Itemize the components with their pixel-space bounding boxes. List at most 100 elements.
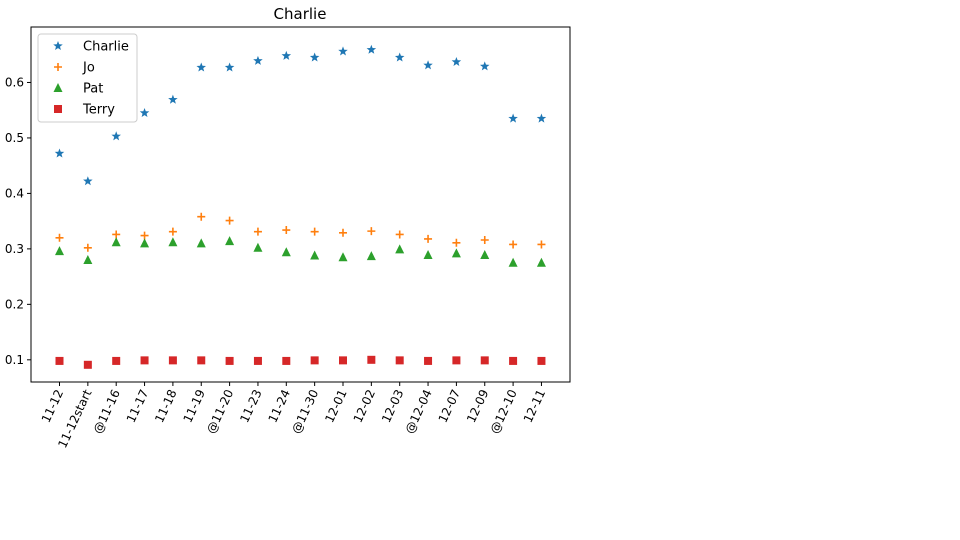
data-point: [424, 356, 433, 365]
data-point: [480, 236, 489, 244]
series-pat: [55, 236, 546, 267]
data-point: [83, 360, 92, 369]
data-point: [537, 356, 546, 365]
data-point: [338, 252, 348, 262]
data-point: [452, 356, 461, 365]
data-point: [480, 356, 489, 365]
x-tick-label: 11-24: [266, 387, 293, 425]
legend-marker: [53, 41, 63, 51]
data-point: [253, 356, 262, 365]
data-point: [253, 242, 263, 252]
data-point: [225, 236, 235, 246]
chart-title: Charlie: [274, 5, 327, 23]
data-point: [196, 62, 207, 72]
legend-label: Pat: [83, 82, 103, 97]
x-tick-label: @12-10: [487, 387, 519, 435]
data-point: [83, 176, 93, 186]
data-point: [253, 227, 262, 236]
data-point: [111, 131, 121, 141]
legend-marker: [54, 63, 62, 71]
series-jo: [55, 212, 546, 252]
data-points: [54, 44, 547, 369]
data-point: [55, 233, 64, 242]
data-point: [479, 61, 490, 71]
plot-area: [30, 26, 571, 383]
data-point: [224, 62, 235, 72]
x-tick-label: @12-04: [402, 387, 434, 435]
data-point: [339, 356, 347, 365]
x-tick-label: 12-02: [351, 387, 378, 425]
data-point: [310, 227, 319, 236]
data-point: [480, 249, 490, 259]
x-tick-label: 12-09: [464, 387, 491, 425]
data-point: [140, 238, 150, 248]
data-point: [55, 246, 64, 256]
data-point: [451, 56, 462, 66]
x-tick-label: 11-18: [152, 387, 179, 425]
data-point: [112, 230, 121, 239]
data-point: [168, 94, 178, 104]
y-tick-label: 0.3: [5, 242, 24, 256]
data-point: [55, 356, 64, 365]
data-point: [367, 355, 376, 364]
legend-label: Jo: [82, 61, 95, 76]
data-point: [338, 46, 348, 56]
data-point: [282, 356, 291, 365]
data-point: [452, 238, 461, 247]
series-terry: [55, 355, 546, 369]
x-tick-label: 11-19: [181, 387, 208, 425]
x-tick-label: @11-16: [90, 387, 122, 435]
x-tick-label: 12-01: [322, 387, 349, 425]
data-point: [168, 227, 177, 236]
data-point: [367, 227, 376, 236]
data-point: [508, 257, 518, 267]
legend-label: Terry: [82, 103, 115, 118]
data-point: [366, 44, 377, 54]
legend-label: Charlie: [83, 40, 129, 55]
data-point: [54, 148, 65, 158]
legend: Charlie Jo Pat Terry: [37, 33, 138, 123]
data-point: [310, 356, 319, 365]
data-point: [281, 247, 291, 257]
y-tick-label: 0.1: [5, 353, 24, 367]
data-point: [281, 50, 292, 60]
data-point: [509, 356, 518, 365]
x-tick-label: 11-17: [124, 387, 151, 425]
x-tick-label: 11-23: [237, 387, 264, 425]
x-tick-label: 12-07: [436, 387, 463, 425]
legend-marker: [54, 105, 62, 113]
data-point: [310, 250, 320, 260]
data-point: [168, 356, 177, 365]
data-point: [394, 52, 405, 62]
x-tick-label: 12-11: [521, 387, 548, 425]
data-point: [537, 240, 546, 249]
data-point: [225, 216, 234, 225]
data-point: [339, 228, 347, 237]
data-point: [366, 251, 376, 261]
data-point: [423, 249, 433, 259]
data-point: [225, 356, 234, 365]
data-point: [508, 113, 518, 123]
data-point: [423, 60, 433, 70]
data-point: [140, 231, 149, 240]
data-point: [395, 244, 405, 254]
data-point: [196, 238, 206, 248]
data-point: [83, 254, 93, 264]
y-tick-label: 0.4: [5, 186, 24, 200]
y-tick-label: 0.2: [5, 297, 24, 311]
y-axis: 0.1 0.2 0.3 0.4 0.5 0.6: [5, 75, 31, 367]
data-point: [253, 55, 263, 65]
data-point: [536, 257, 546, 267]
data-point: [197, 356, 206, 365]
data-point: [451, 248, 461, 258]
y-tick-label: 0.5: [5, 131, 24, 145]
legend-box: [37, 33, 138, 123]
y-tick-label: 0.6: [5, 75, 24, 89]
data-point: [83, 243, 92, 252]
data-point: [111, 237, 121, 247]
x-tick-label: 11-12: [39, 387, 66, 425]
data-point: [112, 356, 121, 365]
data-point: [424, 234, 433, 243]
